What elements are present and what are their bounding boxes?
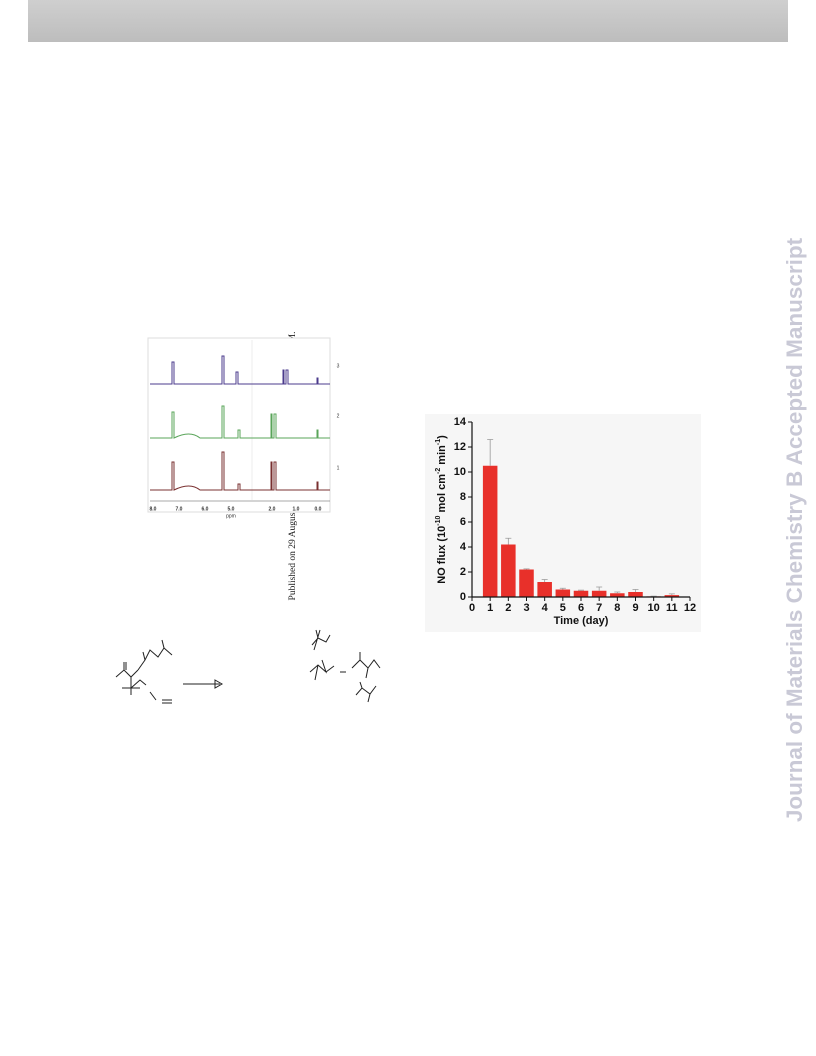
- y-axis-title-part: -10: [435, 515, 442, 525]
- bond: [137, 647, 173, 671]
- x-tick-label: 5: [560, 602, 566, 614]
- error-bar: [523, 568, 530, 570]
- y-tick-label: 4: [460, 541, 467, 553]
- bar: [664, 595, 680, 597]
- y-tick-label: 12: [454, 441, 466, 453]
- nmr-tick-label: 1.0: [293, 506, 300, 512]
- y-axis-title: NO flux (10-10 mol cm-2 min-1): [435, 435, 448, 584]
- x-axis-title: Time (day): [554, 615, 609, 627]
- watermark: Journal of Materials Chemistry B Accepte…: [782, 237, 807, 822]
- error-bar: [668, 593, 675, 596]
- nmr-trace-label: 3: [337, 363, 340, 369]
- nmr-tick-label: 6.0: [202, 506, 209, 512]
- x-tick-label: 8: [614, 602, 620, 614]
- bond: [351, 652, 381, 679]
- x-tick-label: 3: [523, 602, 529, 614]
- y-axis-title-part: mol cm: [436, 474, 448, 516]
- bar: [628, 592, 643, 597]
- nmr-figure: [147, 337, 331, 513]
- y-tick-label: 2: [460, 566, 466, 578]
- error-bar: [614, 591, 621, 594]
- nmr-frame: [147, 337, 331, 513]
- bar: [519, 569, 534, 597]
- bond: [115, 669, 139, 678]
- x-tick-label: 1: [487, 602, 493, 614]
- reaction-scheme: [115, 629, 381, 704]
- error-bar: [487, 439, 494, 466]
- bond: [309, 659, 346, 681]
- y-axis-title-part: min: [436, 445, 448, 468]
- nmr-tick-label: 5.0: [228, 506, 235, 512]
- nmr-trace-label: 1: [337, 465, 340, 471]
- error-bar: [578, 589, 584, 591]
- x-tick-label: 4: [542, 602, 549, 614]
- bond: [122, 677, 147, 695]
- error-bar: [632, 589, 639, 592]
- nmr-tick-label: 7.0: [176, 506, 183, 512]
- error-bar: [559, 587, 566, 590]
- error-bar: [505, 537, 512, 545]
- x-tick-label: 10: [648, 602, 660, 614]
- nmr-tick-label: 0.0: [315, 506, 322, 512]
- y-tick-label: 8: [460, 491, 466, 503]
- error-bar: [541, 579, 548, 582]
- nmr-unit: ppm: [226, 513, 236, 519]
- nmr-tick-label: 8.0: [150, 506, 157, 512]
- y-axis-title-part: -1: [435, 439, 442, 445]
- bond: [355, 681, 377, 703]
- nmr-trace: [150, 451, 330, 491]
- x-tick-label: 2: [505, 602, 511, 614]
- x-tick-label: 0: [469, 602, 475, 614]
- bond: [161, 639, 165, 649]
- x-tick-label: 7: [596, 602, 602, 614]
- nmr-trace: [150, 405, 330, 439]
- arrow-head: [214, 679, 224, 689]
- y-tick-label: 0: [460, 591, 466, 603]
- x-tick-label: 9: [632, 602, 638, 614]
- nmr-trace: [150, 355, 330, 385]
- x-tick-label: 11: [666, 602, 678, 614]
- bar: [537, 582, 552, 597]
- nmr-trace-label: 2: [337, 413, 340, 419]
- bond: [149, 691, 172, 704]
- bar: [591, 590, 607, 597]
- bar: [573, 590, 589, 597]
- bar: [501, 544, 516, 597]
- y-axis-title-part: NO flux (10: [436, 526, 448, 584]
- error-bar: [596, 586, 603, 591]
- bar: [610, 593, 625, 597]
- bond: [142, 651, 146, 661]
- x-tick-label: 6: [578, 602, 584, 614]
- bar: [555, 589, 571, 597]
- y-tick-label: 14: [454, 416, 467, 428]
- nmr-tick-label: 2.0: [269, 506, 276, 512]
- y-axis-title-part: ): [436, 435, 448, 439]
- y-axis-title-part: -2: [435, 468, 442, 474]
- bar: [482, 465, 498, 597]
- y-tick-label: 10: [454, 466, 466, 478]
- x-tick-label: 12: [684, 602, 696, 614]
- bond: [311, 629, 331, 651]
- header-band: [28, 0, 788, 42]
- y-tick-label: 6: [460, 516, 466, 528]
